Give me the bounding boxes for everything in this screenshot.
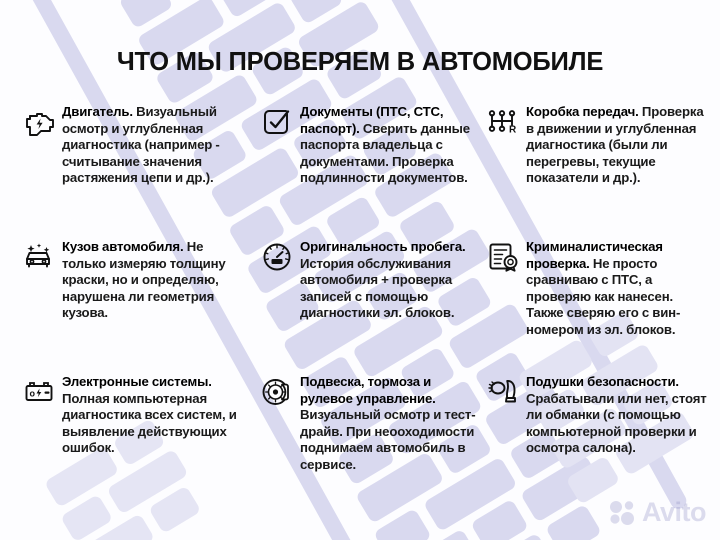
- list-item-lead: Подушки безопасности.: [526, 374, 679, 389]
- list-item-text: Документы (ПТС, СТС, паспорт). Сверить д…: [300, 104, 478, 187]
- list-item: Оригинальность пробега. История обслужив…: [260, 239, 486, 374]
- list-item-text: Подвеска, тормоза и рулевое управление. …: [300, 374, 478, 474]
- list-item: o Электронные системы. Полная компьютерн…: [22, 374, 260, 509]
- gearbox-shift-pattern-icon: R: [486, 105, 520, 139]
- list-item: Подушки безопасности. Срабатывали или не…: [486, 374, 718, 509]
- checklist-grid: Двигатель. Визуальный осмотр и углубленн…: [0, 104, 720, 509]
- list-item-lead: Подвеска, тормоза и рулевое управление.: [300, 374, 436, 406]
- list-item-body: Визуальный осмотр и тест-драйв. При неоо…: [300, 407, 476, 472]
- list-item-text: Подушки безопасности. Срабатывали или не…: [526, 374, 710, 457]
- list-item-text: Криминалистическая проверка. Не просто с…: [526, 239, 710, 339]
- list-item-body: Полная компьютерная диагностика всех сис…: [62, 390, 237, 456]
- list-item: Двигатель. Визуальный осмотр и углубленн…: [22, 104, 260, 239]
- checkbox-check-icon: [260, 105, 294, 139]
- list-item-body: Срабатывали или нет, стоят ли обманки (с…: [526, 390, 707, 456]
- list-item: Криминалистическая проверка. Не просто с…: [486, 239, 718, 374]
- list-item-text: Электронные системы. Полная компьютерная…: [62, 374, 248, 457]
- svg-text:R: R: [509, 125, 517, 136]
- list-item-body: История обслуживания автомобиля + провер…: [300, 255, 455, 321]
- battery-icon: o: [22, 375, 56, 409]
- list-item: R Коробка передач. Проверка в движении и…: [486, 104, 718, 239]
- forensic-document-stamp-icon: [486, 240, 520, 274]
- brake-disc-icon: [260, 375, 294, 409]
- list-item-lead: Двигатель.: [62, 104, 133, 119]
- car-sparkle-icon: [22, 240, 56, 274]
- list-item: Подвеска, тормоза и рулевое управление. …: [260, 374, 486, 509]
- svg-text:o: o: [30, 389, 36, 399]
- list-item-text: Оригинальность пробега. История обслужив…: [300, 239, 478, 322]
- odometer-gauge-icon: [260, 240, 294, 274]
- airbag-seat-icon: [486, 375, 520, 409]
- list-item-text: Коробка передач. Проверка в движении и у…: [526, 104, 710, 187]
- list-item-text: Двигатель. Визуальный осмотр и углубленн…: [62, 104, 248, 187]
- page-title: ЧТО МЫ ПРОВЕРЯЕМ В АВТОМОБИЛЕ: [116, 48, 604, 76]
- list-item: Документы (ПТС, СТС, паспорт). Сверить д…: [260, 104, 486, 239]
- list-item-lead: Кузов автомобиля.: [62, 239, 184, 254]
- list-item-text: Кузов автомобиля. Не только измеряю толщ…: [62, 239, 248, 322]
- engine-icon: [22, 105, 56, 139]
- list-item-lead: Оригинальность пробега.: [300, 239, 466, 254]
- list-item-lead: Коробка передач.: [526, 104, 639, 119]
- list-item-lead: Электронные системы.: [62, 374, 212, 389]
- list-item: Кузов автомобиля. Не только измеряю толщ…: [22, 239, 260, 374]
